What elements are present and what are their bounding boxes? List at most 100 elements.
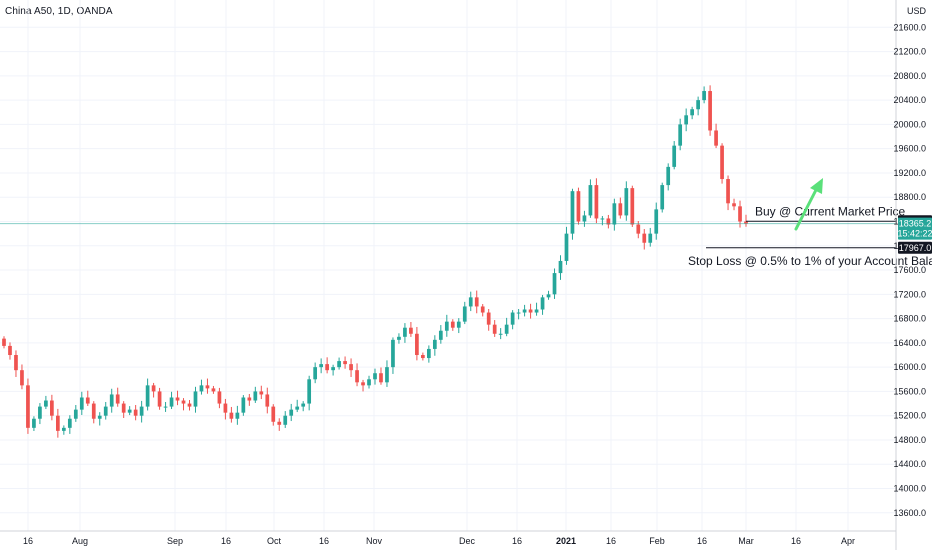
candle-body <box>91 403 96 419</box>
candle-body <box>151 385 156 392</box>
stop-price-tag-bg <box>898 241 932 254</box>
candle-body <box>121 403 126 413</box>
stop-price-tag: 17967.0 <box>899 243 932 253</box>
candle-body <box>421 355 425 359</box>
candle-body <box>498 333 503 335</box>
candle-body <box>103 406 108 416</box>
candle-body <box>355 370 359 383</box>
candle-body <box>361 382 365 386</box>
candle-body <box>127 409 132 413</box>
x-tick-label: 16 <box>512 536 522 546</box>
candle-body <box>253 391 258 401</box>
currency-label: USD <box>907 6 927 16</box>
candle-body <box>510 312 515 325</box>
candle-body <box>606 218 611 225</box>
y-tick-label: 16000.0 <box>893 362 926 372</box>
candle-body <box>211 388 216 392</box>
y-tick-label: 20400.0 <box>893 95 926 105</box>
current-price-tag-bg <box>898 217 932 240</box>
candle-body <box>438 330 443 340</box>
y-tick-label: 14000.0 <box>893 484 926 494</box>
candle-body <box>612 203 617 225</box>
x-tick-label: Oct <box>267 536 282 546</box>
stop-loss-annotation: Stop Loss @ 0.5% to 1% of your Account B… <box>688 254 932 268</box>
candle-body <box>181 400 186 404</box>
x-tick-label: 16 <box>221 536 231 546</box>
candle-body <box>373 373 377 380</box>
candle-body <box>391 339 395 368</box>
candle-body <box>534 309 539 313</box>
candle-body <box>271 406 276 422</box>
candle-body <box>277 421 282 425</box>
candle-body <box>708 91 712 131</box>
candle-body <box>456 321 461 328</box>
y-tick-label: 16400.0 <box>893 338 926 348</box>
candle-body <box>241 397 246 413</box>
candle-body <box>109 394 114 407</box>
candle-body <box>235 412 240 419</box>
y-tick-label: 17600.0 <box>893 265 926 275</box>
candle-body <box>313 367 318 380</box>
candle-body <box>558 260 563 274</box>
candle-body <box>175 397 180 401</box>
chart-title: China A50, 1D, OANDA <box>5 6 113 17</box>
y-tick-label: 16800.0 <box>893 314 926 324</box>
candle-body <box>426 348 431 359</box>
candle-body <box>403 327 407 337</box>
candle-body <box>690 109 695 116</box>
candle-body <box>139 406 144 416</box>
x-tick-label: Sep <box>167 536 183 546</box>
candle-body <box>720 145 724 180</box>
candle-body <box>624 188 629 216</box>
buy-annotation: Buy @ Current Market Price <box>755 204 906 218</box>
y-tick-label: 21200.0 <box>893 47 926 57</box>
candle-body <box>636 224 641 234</box>
candle-body <box>696 100 700 110</box>
candle-body <box>714 130 718 146</box>
candle-body <box>702 91 706 101</box>
y-tick-label: 17200.0 <box>893 289 926 299</box>
candle-body <box>618 203 623 216</box>
candle-body <box>2 338 6 346</box>
y-tick-label: 18800.0 <box>893 192 926 202</box>
candle-body <box>684 115 689 125</box>
candle-body <box>85 397 90 404</box>
candle-body <box>738 206 742 222</box>
candle-body <box>654 209 659 234</box>
candle-body <box>199 385 204 392</box>
candle-body <box>594 185 599 219</box>
candle-body <box>44 400 48 407</box>
candle-body <box>726 179 730 204</box>
candle-body <box>307 379 312 404</box>
candle-body <box>540 297 545 310</box>
candle-body <box>409 327 413 334</box>
candle-body <box>367 379 371 386</box>
candle-body <box>492 324 497 334</box>
candle-body <box>67 418 72 428</box>
candle-body <box>582 215 587 222</box>
candle-body <box>259 391 264 395</box>
candle-body <box>462 306 467 322</box>
candle-body <box>552 273 557 295</box>
candle-body <box>247 397 252 401</box>
x-tick-label: Feb <box>649 536 665 546</box>
current-price-tag: 18365.2 <box>899 219 932 229</box>
candle-body <box>468 297 473 307</box>
y-tick-label: 15600.0 <box>893 386 926 396</box>
y-tick-label: 20000.0 <box>893 119 926 129</box>
y-tick-label: 20800.0 <box>893 71 926 81</box>
candle-body <box>73 409 78 419</box>
candle-body <box>26 385 30 428</box>
up-arrow-head-icon <box>810 178 823 194</box>
x-tick-label: Apr <box>841 536 855 546</box>
candle-body <box>642 233 647 243</box>
candle-body <box>20 370 24 386</box>
y-tick-label: 14400.0 <box>893 459 926 469</box>
candle-body <box>397 336 401 340</box>
candle-body <box>546 294 551 298</box>
candle-body <box>145 385 150 407</box>
candle-body <box>301 403 306 407</box>
candle-body <box>678 124 683 146</box>
